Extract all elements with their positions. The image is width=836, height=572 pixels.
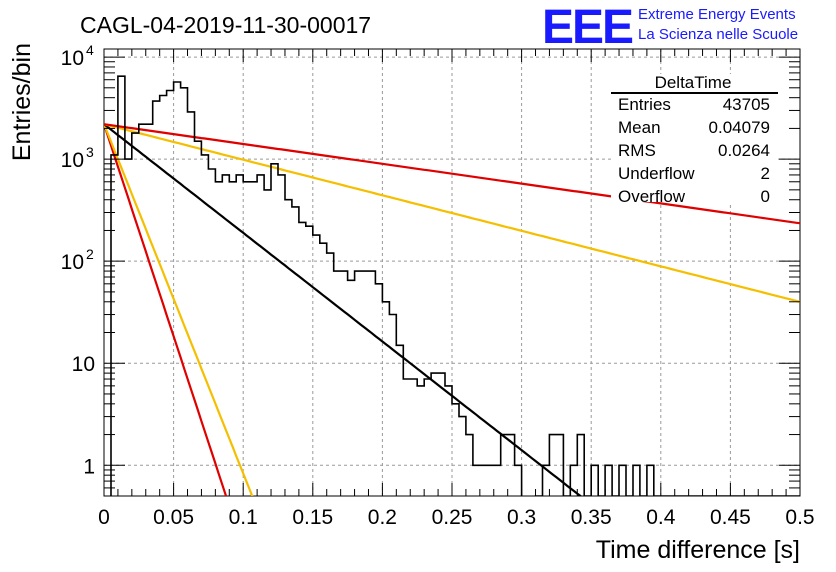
stats-row-value: 2 (761, 164, 770, 183)
chart-title: CAGL-04-2019-11-30-00017 (80, 12, 371, 38)
x-axis-label: Time difference [s] (596, 536, 800, 564)
eee-logo: EEE Extreme Energy Events La Scienza nel… (542, 1, 798, 54)
x-tick-label: 0.25 (432, 506, 473, 529)
y-tick-exponent: 2 (86, 246, 94, 262)
x-tick-label: 0.45 (710, 506, 751, 529)
x-tick-label: 0 (98, 506, 110, 529)
stats-title: DeltaTime (655, 73, 732, 92)
y-tick-label: 10 (61, 251, 84, 274)
x-tick-label: 0.5 (785, 506, 814, 529)
y-tick-exponent: 3 (86, 144, 94, 160)
x-tick-label: 0.3 (507, 506, 536, 529)
fit-curve (104, 123, 583, 496)
x-tick-label: 0.1 (229, 506, 258, 529)
stats-row-label: Entries (618, 95, 671, 114)
stats-row-value: 43705 (723, 95, 770, 114)
y-tick-label: 10 (72, 353, 95, 376)
fit-curve (104, 123, 800, 303)
y-tick-label: 10 (61, 149, 84, 172)
y-tick-label: 10 (61, 47, 84, 70)
y-tick-label: 1 (83, 455, 95, 478)
stats-row-label: RMS (618, 141, 656, 160)
x-tick-label: 0.15 (292, 506, 333, 529)
y-axis-label: Entries/bin (8, 43, 36, 161)
x-tick-label: 0.4 (646, 506, 676, 529)
fit-curve (104, 123, 228, 496)
stats-box: DeltaTime Entries 43705 Mean 0.04079 RMS 0.02… (611, 73, 778, 206)
stats-row-value: 0.0264 (718, 141, 770, 160)
x-tick-label: 0.05 (153, 506, 194, 529)
stats-row-value: 0 (761, 187, 770, 206)
eee-logo-text: EEE (542, 1, 633, 54)
y-tick-exponent: 4 (86, 42, 94, 58)
histogram-bins (110, 75, 800, 496)
stats-row-value: 0.04079 (709, 118, 770, 137)
eee-logo-line2: La Scienza nelle Scuole (638, 26, 798, 43)
stats-row-label: Underflow (618, 164, 695, 183)
x-tick-label: 0.2 (368, 506, 397, 529)
axes: 0 0.05 0.1 0.15 0.2 0.25 0.3 0.35 0.4 0.45 0.5 1 10 1… (61, 42, 815, 529)
eee-logo-line1: Extreme Energy Events (638, 6, 796, 23)
fit-curve (104, 123, 800, 225)
x-tick-label: 0.35 (571, 506, 612, 529)
stats-row-label: Mean (618, 118, 661, 137)
stats-row-label: Overflow (618, 187, 686, 206)
fit-curve (104, 123, 254, 496)
plot-area (104, 75, 800, 496)
